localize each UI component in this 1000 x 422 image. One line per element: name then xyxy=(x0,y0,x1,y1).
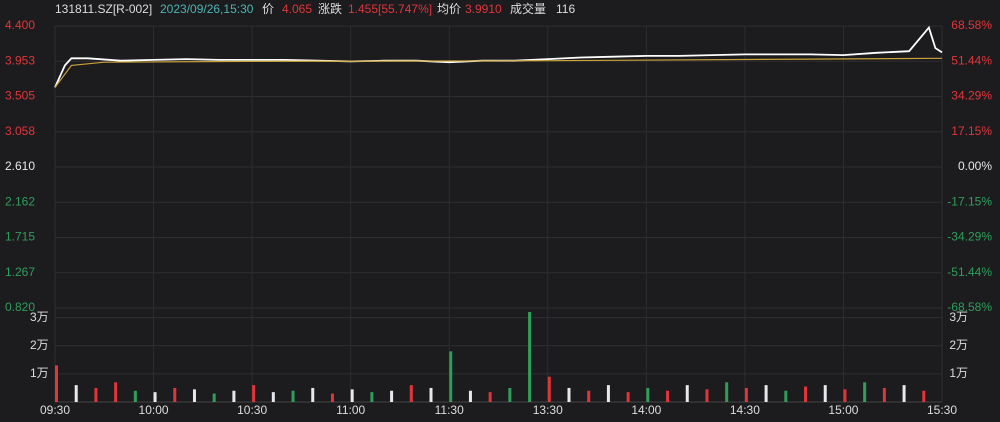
volume-bar xyxy=(232,390,236,402)
y2-tick-label: -68.58% xyxy=(947,300,992,314)
y2-tick-label: -17.15% xyxy=(947,194,992,208)
x-tick-label: 15:30 xyxy=(927,403,957,417)
volume-bar xyxy=(370,392,374,402)
change: 1.455[55.747%] xyxy=(348,2,432,16)
volume-bar xyxy=(587,390,591,402)
volume-bar xyxy=(646,387,650,402)
y2-tick-label: -34.29% xyxy=(947,230,992,244)
volume-bar xyxy=(528,312,532,402)
volume-bar xyxy=(94,387,98,402)
volume-bar xyxy=(882,387,886,402)
volume-bar xyxy=(922,390,926,402)
x-tick-label: 11:30 xyxy=(435,403,464,417)
volume-bar xyxy=(350,389,354,402)
volume-bar xyxy=(212,393,216,402)
y-tick-label: 1万 xyxy=(949,366,968,380)
y-tick-label: 3.505 xyxy=(5,89,35,103)
volume-bar xyxy=(311,387,315,402)
volume-bar xyxy=(330,393,334,402)
volume-bar xyxy=(468,390,472,402)
y2-tick-label: 51.44% xyxy=(951,53,992,67)
price-label: 价 xyxy=(262,2,274,16)
y-tick-label: 2万 xyxy=(30,338,49,352)
volume-bar xyxy=(804,386,808,402)
price-line xyxy=(54,57,943,88)
volume-bar xyxy=(192,389,196,402)
volume-bar xyxy=(725,382,729,402)
price: 4.065 xyxy=(282,2,312,16)
avg-label: 均价 xyxy=(437,2,461,16)
y-tick-label: 3万 xyxy=(949,310,968,324)
volume-bar xyxy=(784,390,788,402)
volume-bar xyxy=(173,387,177,402)
volume-bar xyxy=(863,382,867,402)
y-tick-label: 2.610 xyxy=(5,159,35,173)
y-tick-label: 1万 xyxy=(30,366,49,380)
x-tick-label: 10:30 xyxy=(237,403,267,417)
volume-bar xyxy=(271,392,275,402)
volume-bar xyxy=(449,351,453,402)
y-tick-label: 4.400 xyxy=(5,18,35,32)
volume-bar xyxy=(764,385,768,402)
y-tick-label: 0.820 xyxy=(5,300,35,314)
y-tick-label: 2.162 xyxy=(5,194,35,208)
code: 131811.SZ[R-002] xyxy=(55,2,152,16)
y2-tick-label: -51.44% xyxy=(947,265,992,279)
x-tick-label: 11:00 xyxy=(336,403,365,417)
y2-tick-label: 34.29% xyxy=(951,89,992,103)
volume-bar xyxy=(153,392,157,402)
volume-bar xyxy=(390,390,394,402)
volume-bar xyxy=(114,382,118,402)
y-tick-label: 3.058 xyxy=(5,124,35,138)
volume-bar xyxy=(74,385,78,402)
volume-bar xyxy=(666,390,670,402)
volume-bar xyxy=(409,385,413,402)
x-tick-label: 14:00 xyxy=(631,403,661,417)
y-tick-label: 2万 xyxy=(949,338,968,352)
volume-bar xyxy=(902,385,906,402)
volume-bar xyxy=(823,385,827,402)
y2-tick-label: 17.15% xyxy=(951,124,992,138)
volume: 116 xyxy=(556,2,575,16)
y-tick-label: 1.267 xyxy=(5,265,35,279)
volume-bar xyxy=(567,387,571,402)
x-tick-label: 13:30 xyxy=(533,403,563,417)
volume-bar xyxy=(705,389,709,402)
volume-bar xyxy=(547,376,551,402)
avg: 3.9910 xyxy=(465,2,502,16)
volume-bar xyxy=(843,389,847,402)
y2-tick-label: 0.00% xyxy=(958,159,992,173)
volume-bar xyxy=(488,392,492,402)
volume-bar xyxy=(685,385,689,402)
x-tick-label: 10:00 xyxy=(139,403,169,417)
x-tick-label: 15:00 xyxy=(828,403,858,417)
volume-bar xyxy=(252,385,256,402)
y2-tick-label: 68.58% xyxy=(951,18,992,32)
x-tick-label: 09:30 xyxy=(40,403,70,417)
x-tick-label: 14:30 xyxy=(730,403,760,417)
volume-bar xyxy=(626,392,630,402)
volume-bar xyxy=(606,385,610,402)
volume-bar xyxy=(744,387,748,402)
change-label: 涨跌 xyxy=(318,1,342,16)
volume-bar xyxy=(291,390,295,402)
volume-label: 成交量 xyxy=(510,1,546,16)
volume-bar xyxy=(429,387,433,402)
y-tick-label: 1.715 xyxy=(5,230,35,244)
volume-bar xyxy=(508,387,512,402)
volume-bar xyxy=(55,365,58,402)
y-tick-label: 3万 xyxy=(30,310,49,324)
datetime: 2023/09/26,15:30 xyxy=(160,2,254,16)
volume-bar xyxy=(133,390,137,402)
y-tick-label: 3.953 xyxy=(5,53,35,67)
